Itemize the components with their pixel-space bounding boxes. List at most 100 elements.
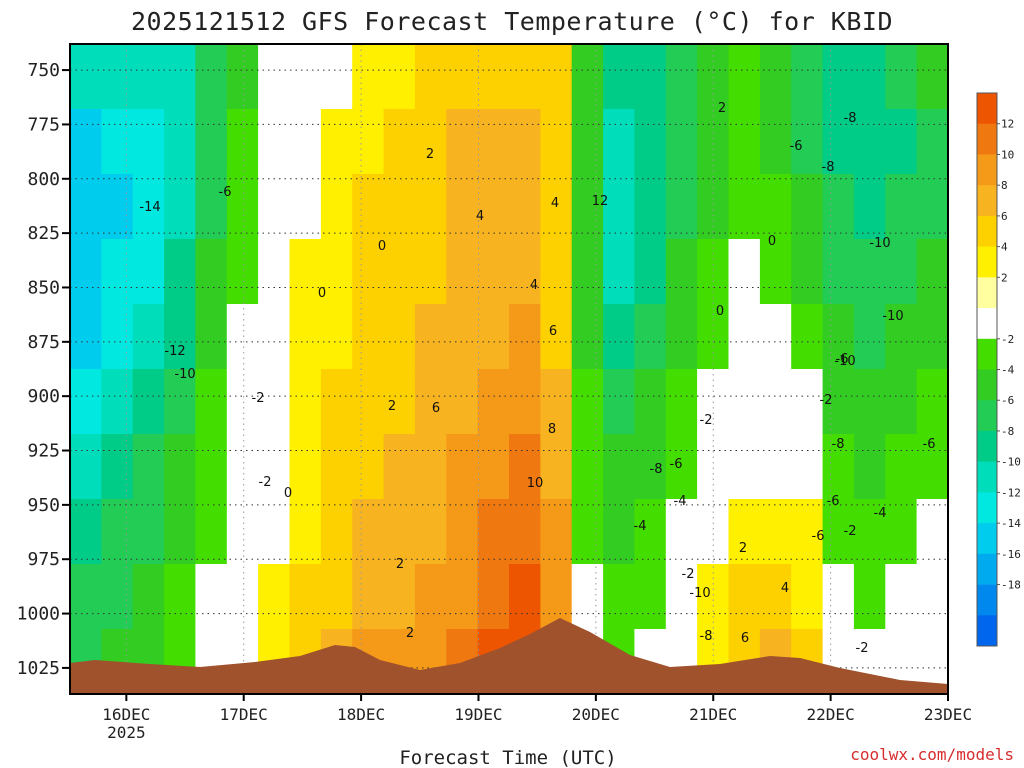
field-cell: [791, 434, 824, 500]
colorbar-swatch: [977, 93, 997, 125]
y-tick-label: 1000: [17, 604, 60, 625]
field-cell: [352, 174, 385, 240]
field-cell: [101, 499, 134, 565]
field-cell: [759, 434, 792, 500]
field-cell: [70, 434, 102, 500]
contour-label: -14: [139, 200, 160, 215]
field-cell: [352, 369, 385, 435]
contour-label: -10: [689, 586, 710, 601]
field-cell: [697, 499, 730, 565]
colorbar-swatch: [977, 308, 997, 340]
field-cell: [289, 109, 322, 175]
field-cell: [853, 564, 886, 630]
field-cell: [885, 44, 918, 110]
field-cell: [226, 369, 259, 435]
field-cell: [728, 434, 761, 500]
field-cell: [571, 304, 604, 370]
field-cell: [446, 434, 479, 500]
field-cell: [414, 109, 447, 175]
source-credit: coolwx.com/models: [850, 745, 1014, 764]
field-cell: [446, 304, 479, 370]
field-cell: [697, 44, 730, 110]
field-cell: [320, 109, 353, 175]
field-cell: [195, 174, 228, 240]
contour-label: -2: [844, 524, 857, 539]
y-tick-label: 925: [27, 441, 60, 462]
colorbar-label: 2: [1001, 271, 1008, 284]
field-cell: [414, 304, 447, 370]
field-cell: [822, 369, 855, 435]
field-cell: [540, 434, 573, 500]
field-cell: [226, 564, 259, 630]
field-cell: [101, 239, 134, 305]
field-cell: [289, 304, 322, 370]
contour-label: 2: [388, 399, 396, 414]
contour-label: -6: [670, 457, 683, 472]
colorbar-swatch: [977, 154, 997, 186]
field-cell: [571, 239, 604, 305]
field-cell: [320, 44, 353, 110]
field-cell: [822, 434, 855, 500]
field-cell: [603, 44, 636, 110]
field-cell: [853, 304, 886, 370]
field-cell: [759, 174, 792, 240]
field-cell: [132, 304, 165, 370]
colorbar-label: 6: [1001, 210, 1008, 223]
contour-label: 12: [592, 194, 609, 209]
field-cell: [258, 564, 291, 630]
field-cell: [540, 499, 573, 565]
colorbar-swatch: [977, 492, 997, 524]
field-cell: [258, 434, 291, 500]
field-cell: [101, 174, 134, 240]
contour-label: -10: [882, 309, 903, 324]
contour-label: -6: [923, 437, 936, 452]
contour-label: -2: [252, 391, 265, 406]
field-cell: [164, 44, 197, 110]
field-cell: [383, 369, 416, 435]
field-cell: [289, 239, 322, 305]
field-cell: [571, 174, 604, 240]
field-cell: [383, 174, 416, 240]
field-cell: [759, 369, 792, 435]
field-cell: [226, 434, 259, 500]
field-cell: [728, 304, 761, 370]
chart-title: 2025121512 GFS Forecast Temperature (°C)…: [131, 7, 893, 36]
field-cell: [916, 239, 948, 305]
contour-label: 2: [406, 626, 414, 641]
field-cell: [320, 499, 353, 565]
field-cell: [665, 174, 698, 240]
field-cell: [634, 44, 667, 110]
contour-label: 4: [551, 196, 559, 211]
field-cell: [853, 44, 886, 110]
field-cell: [195, 109, 228, 175]
field-cell: [540, 239, 573, 305]
field-cell: [728, 44, 761, 110]
y-tick-label: 825: [27, 223, 60, 244]
colorbar-label: -14: [1001, 517, 1021, 530]
plot-frame: [69, 43, 949, 695]
field-cell: [164, 369, 197, 435]
colorbar-swatch: [977, 400, 997, 432]
field-cell: [822, 239, 855, 305]
contour-label: 2: [718, 101, 726, 116]
field-cell: [540, 564, 573, 630]
field-cell: [132, 174, 165, 240]
contour-label: -2: [259, 475, 272, 490]
colorbar-label: -6: [1001, 394, 1014, 407]
field-cell: [383, 304, 416, 370]
field-cell: [853, 109, 886, 175]
field-cell: [791, 369, 824, 435]
field-cell: [383, 109, 416, 175]
field-cell: [352, 304, 385, 370]
contour-label: -8: [832, 437, 845, 452]
field-cell: [132, 239, 165, 305]
contour-label: -10: [869, 236, 890, 251]
field-cell: [509, 564, 541, 630]
field-cell: [226, 304, 259, 370]
field-cell: [791, 239, 824, 305]
field-cell: [414, 239, 447, 305]
contour-label: 6: [432, 401, 440, 416]
field-cell: [634, 174, 667, 240]
field-cell: [258, 304, 291, 370]
field-cell: [258, 369, 291, 435]
